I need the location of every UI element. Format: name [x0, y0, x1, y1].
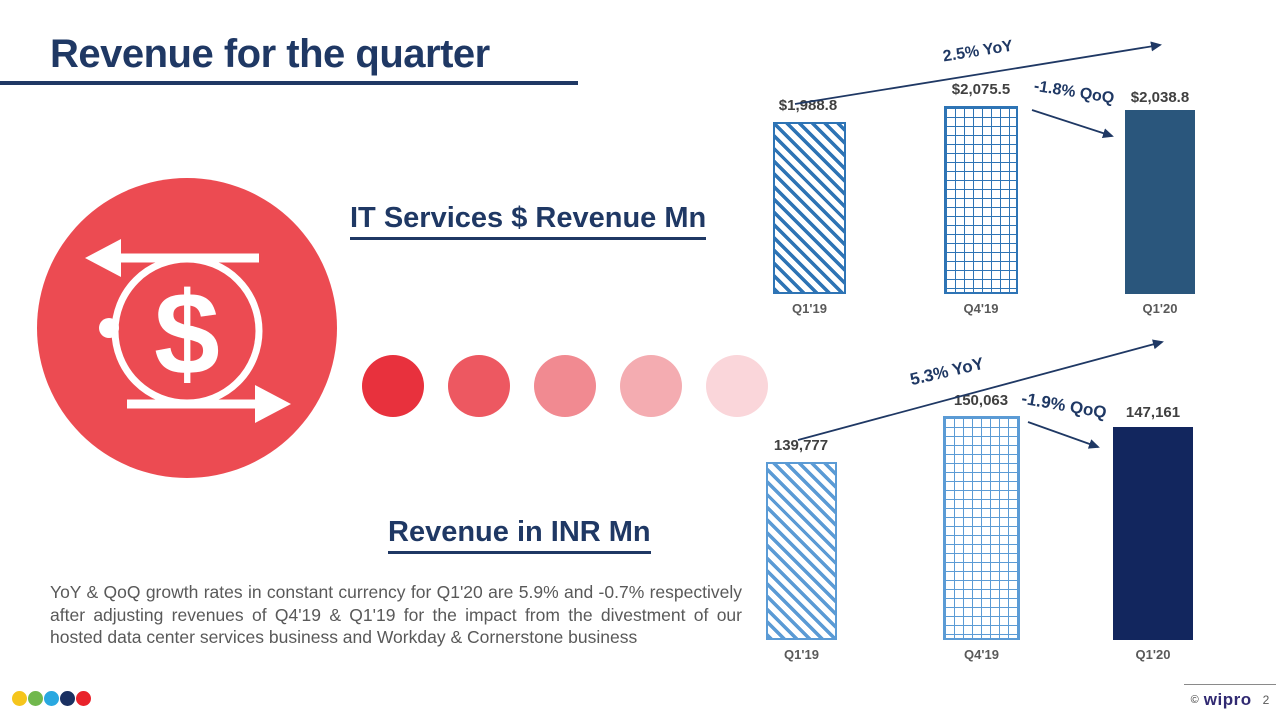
usd-chart-title: IT Services $ Revenue Mn [350, 202, 707, 240]
inr-qoq-arrow [1027, 421, 1100, 449]
dollar-cycle-icon-art: $ [85, 239, 291, 423]
inr-cat-q1-20: Q1'20 [1135, 647, 1171, 662]
usd-bar-q1-19 [773, 122, 846, 294]
constant-currency-note: YoY & QoQ growth rates in constant curre… [50, 582, 742, 647]
footer-dot-green [28, 691, 43, 706]
inr-bar-q1-19 [766, 462, 837, 640]
svg-text:$: $ [154, 268, 220, 400]
copyright-symbol: © [1190, 694, 1199, 706]
dollar-cycle-icon: $ [37, 178, 337, 478]
usd-cat-q4-19: Q4'19 [963, 301, 999, 316]
usd-bar-q1-20 [1125, 110, 1195, 294]
footer-logo-block: © wipro 2 [1184, 684, 1276, 710]
inr-cat-q1-19: Q1'19 [784, 647, 819, 662]
footer-dot-navy [60, 691, 75, 706]
footer-brand-dots [12, 691, 92, 706]
usd-bar-q4-19 [944, 106, 1018, 294]
usd-cat-q1-19: Q1'19 [792, 301, 827, 316]
inr-qoq-annotation: -1.9% QoQ [1020, 388, 1109, 423]
fade-dot-3 [534, 355, 596, 417]
page-title: Revenue for the quarter [50, 32, 490, 76]
fade-dot-1 [362, 355, 424, 417]
footer-dot-red [76, 691, 91, 706]
usd-qoq-arrow [1031, 109, 1114, 138]
inr-bar-q1-20 [1113, 427, 1193, 640]
inr-cat-q4-19: Q4'19 [964, 647, 999, 662]
usd-yoy-annotation: 2.5% YoY [941, 37, 1015, 66]
fade-dot-2 [448, 355, 510, 417]
inr-yoy-annotation: 5.3% YoY [908, 353, 986, 390]
inr-chart-title: Revenue in INR Mn [388, 516, 651, 554]
usd-cat-q1-20: Q1'20 [1142, 301, 1178, 316]
inr-value-q1-19: 139,777 [773, 437, 829, 454]
wipro-logo: wipro [1203, 690, 1252, 709]
footer-dot-blue [44, 691, 59, 706]
usd-value-q1-19: $1,988.8 [778, 97, 838, 114]
page-number: 2 [1262, 693, 1270, 707]
inr-bar-q4-19 [943, 416, 1020, 640]
footer-dot-yellow [12, 691, 27, 706]
fade-dot-4 [620, 355, 682, 417]
title-underline: Revenue for the quarter [0, 26, 578, 85]
fade-dot-5 [706, 355, 768, 417]
usd-qoq-annotation: -1.8% QoQ [1032, 77, 1116, 108]
